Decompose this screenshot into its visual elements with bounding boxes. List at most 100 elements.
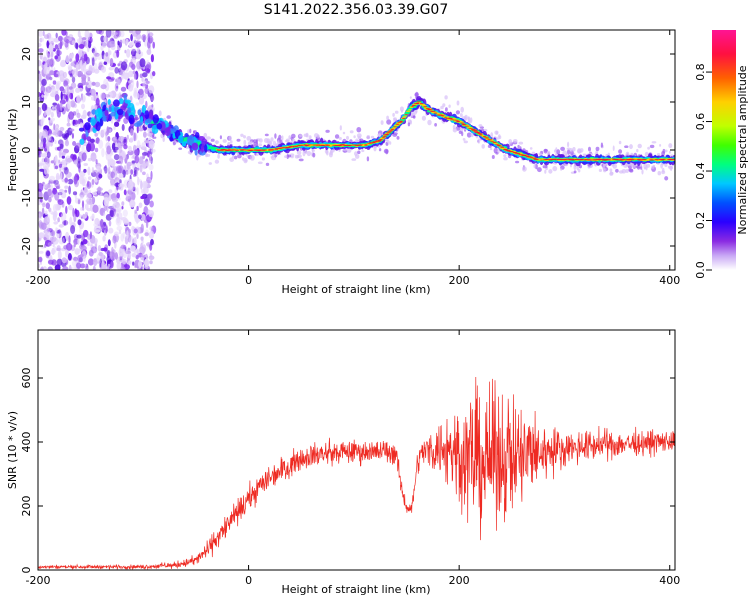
spectrogram-cell xyxy=(71,221,76,226)
spectrogram-xtick-label: 400 xyxy=(659,274,680,287)
spectrogram-cell xyxy=(100,84,107,90)
spectrogram-cell xyxy=(661,158,667,160)
spectrogram-cell xyxy=(48,117,51,121)
spectrogram-cell xyxy=(53,37,60,43)
spectrogram-cell xyxy=(567,141,570,148)
spectrogram-cell xyxy=(58,35,63,42)
spectrogram-cell xyxy=(277,140,280,145)
spectrogram-cell xyxy=(118,173,124,179)
spectrogram-cell xyxy=(52,102,57,106)
spectrogram-cell xyxy=(123,189,127,196)
spectrogram-cell xyxy=(108,189,113,194)
spectrogram-cell xyxy=(136,205,139,212)
spectrogram-cell xyxy=(618,140,622,145)
spectrogram-cell xyxy=(382,135,387,137)
spectrogram-cell xyxy=(149,226,154,232)
spectrogram-cell xyxy=(228,135,232,141)
spectrogram-cell xyxy=(106,266,110,270)
spectrogram-cell xyxy=(542,165,548,169)
spectrogram-cell xyxy=(76,62,79,72)
spectrogram-cell xyxy=(146,176,152,184)
spectrogram-cell xyxy=(70,62,75,67)
spectrogram-cell xyxy=(485,137,490,139)
spectrogram-cell xyxy=(469,117,473,123)
spectrogram-cell xyxy=(490,132,494,139)
spectrogram-cell xyxy=(87,40,92,49)
spectrogram-cell xyxy=(84,39,89,49)
spectrogram-cell xyxy=(56,103,61,112)
spectrogram-cell xyxy=(63,71,67,79)
spectrogram-cell xyxy=(114,121,120,127)
spectrogram-cell xyxy=(56,233,60,239)
spectrogram-cell xyxy=(624,145,629,148)
spectrogram-cell xyxy=(531,157,537,159)
spectrogram-cell xyxy=(59,126,65,132)
spectrogram-cell xyxy=(80,233,84,242)
spectrogram-cell xyxy=(148,37,153,44)
spectrogram-cell xyxy=(494,142,498,145)
spectrogram-cell xyxy=(120,266,126,270)
colorbar-tick-label: 0.8 xyxy=(694,63,707,81)
spectrogram-cell xyxy=(338,137,342,140)
spectrogram-cell xyxy=(71,132,74,139)
spectrogram-cell xyxy=(151,104,154,108)
spectrogram-cell xyxy=(301,144,305,146)
spectrogram-cell xyxy=(243,135,246,139)
spectrogram-cell xyxy=(508,151,514,152)
spectrogram-xtick-label: -200 xyxy=(26,274,51,287)
spectrogram-cell xyxy=(499,135,502,139)
spectrogram-cell xyxy=(123,244,127,250)
spectrogram-cell xyxy=(77,70,83,77)
spectrogram-cell xyxy=(95,159,98,165)
spectrogram-cell xyxy=(194,149,198,156)
spectrogram-cell xyxy=(503,157,508,161)
spectrogram-cell xyxy=(373,145,377,152)
spectrogram-cell xyxy=(83,186,88,193)
spectrogram-cell xyxy=(136,168,139,178)
spectrogram-cell xyxy=(102,116,107,122)
spectrogram-cell xyxy=(66,122,71,127)
spectrogram-cell xyxy=(77,87,84,92)
spectrogram-cell xyxy=(109,58,114,67)
spectrogram-cell xyxy=(149,153,152,163)
spectrogram-cell xyxy=(349,130,354,134)
spectrogram-cell xyxy=(214,159,220,164)
spectrogram-cell xyxy=(100,45,104,51)
spectrogram-cell xyxy=(146,173,149,179)
spectrogram-cell xyxy=(290,155,294,159)
spectrogram-cell xyxy=(423,106,428,108)
spectrogram-cell xyxy=(162,136,165,142)
spectrogram-cell xyxy=(105,132,108,142)
spectrogram-cell xyxy=(351,158,357,161)
spectrogram-cell xyxy=(86,80,93,89)
spectrogram-cell xyxy=(366,156,370,162)
spectrogram-cell xyxy=(404,114,408,115)
spectrogram-cell xyxy=(473,130,479,132)
spectrogram-cell xyxy=(131,160,136,164)
spectrogram-cell xyxy=(45,86,52,94)
spectrogram-cell xyxy=(425,108,430,110)
snr-ylabel: SNR (10 * v/v) xyxy=(6,411,19,489)
colorbar-tick-label: 0.6 xyxy=(694,113,707,130)
spectrogram-cell xyxy=(160,121,166,132)
spectrogram-cell xyxy=(81,144,85,153)
spectrogram-cell xyxy=(69,128,75,132)
spectrogram-cell xyxy=(66,157,73,163)
spectrogram-cell xyxy=(82,229,89,238)
spectrogram-cell xyxy=(73,242,76,248)
spectrogram-cell xyxy=(149,252,153,258)
spectrogram-cell xyxy=(51,230,56,237)
spectrogram-cell xyxy=(81,94,86,103)
spectrogram-cell xyxy=(150,54,154,63)
spectrogram-cell xyxy=(77,199,81,205)
spectrogram-cell xyxy=(404,111,411,114)
spectrogram-cell xyxy=(487,139,493,141)
spectrogram-cell xyxy=(481,144,485,149)
spectrogram-cell xyxy=(668,166,674,170)
spectrogram-cell xyxy=(113,201,117,206)
spectrogram-cell xyxy=(577,148,581,154)
spectrogram-cell xyxy=(112,235,117,244)
spectrogram-cell xyxy=(70,153,75,160)
spectrogram-cell xyxy=(148,230,155,239)
spectrogram-cell xyxy=(137,252,143,258)
